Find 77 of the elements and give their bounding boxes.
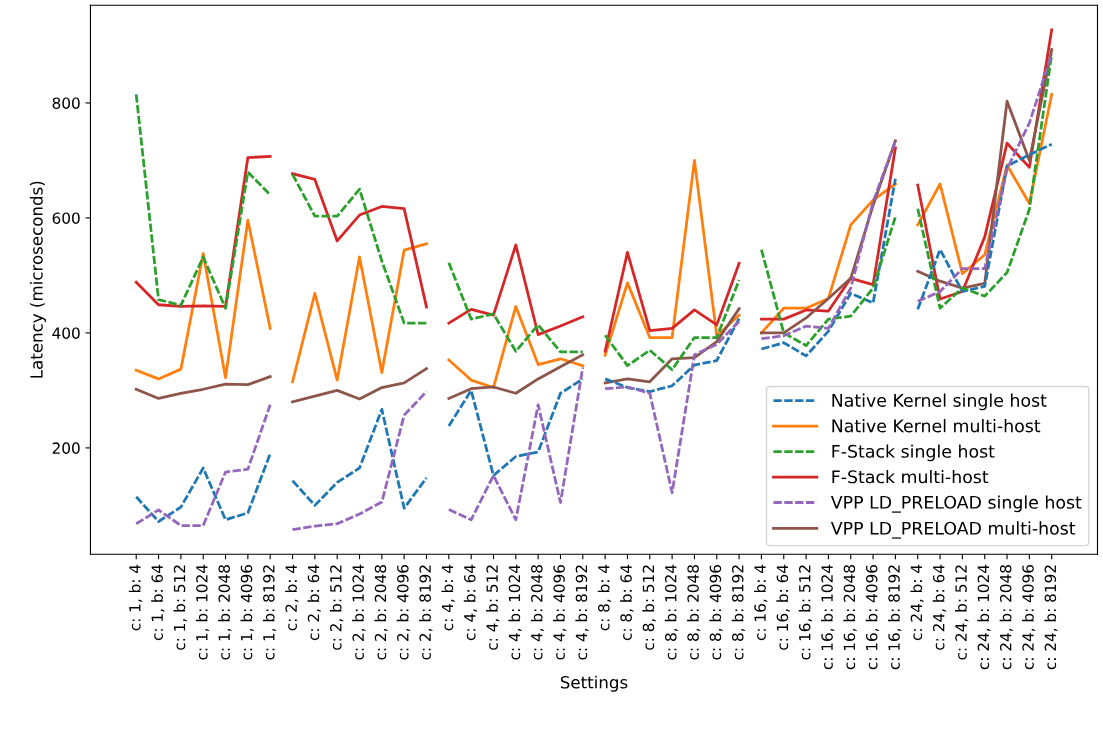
x-tick-label: c: 2, b: 512 — [329, 565, 344, 650]
x-tick-label: c: 24, b: 8192 — [1044, 565, 1058, 670]
x-tick-label: c: 24, b: 512 — [955, 565, 969, 660]
line-series — [447, 353, 585, 400]
y-tick-label: 600 — [52, 212, 80, 224]
x-tick-label: c: 2, b: 2048 — [374, 565, 388, 660]
x-tick-label: c: 4, b: 4 — [441, 564, 455, 631]
y-tick-label: 800 — [52, 97, 80, 109]
line-series — [447, 305, 585, 389]
x-tick-label: c: 16, b: 64 — [776, 564, 790, 650]
line-series — [760, 177, 897, 358]
line-series — [603, 251, 741, 353]
line-series — [291, 390, 428, 531]
line-series — [291, 242, 428, 384]
x-tick-label: c: 24, b: 1024 — [977, 564, 991, 670]
x-tick-label: c: 2, b: 4096 — [396, 564, 411, 660]
x-tick-label: c: 8, b: 512 — [642, 565, 656, 650]
line-series — [447, 243, 585, 337]
x-tick-label: c: 2, b: 1024 — [352, 564, 366, 660]
line-series — [134, 218, 272, 381]
x-tick-label: c: 4, b: 4096 — [553, 564, 567, 660]
line-series — [603, 317, 741, 393]
x-tick-label: c: 1, b: 512 — [173, 565, 187, 650]
legend-label: VPP LD_PRELOAD multi-host — [830, 521, 1076, 539]
y-axis-title: Latency (microseconds) — [29, 181, 47, 378]
legend-label: F-Stack multi-host — [832, 469, 989, 484]
x-tick-label: c: 16, b: 2048 — [843, 565, 857, 670]
line-series — [134, 403, 272, 527]
x-tick-label: c: 4, b: 2048 — [530, 565, 545, 660]
y-tick-label: 400 — [52, 327, 80, 339]
x-tick-label: c: 8, b: 64 — [620, 564, 634, 641]
line-series — [134, 92, 272, 310]
line-series — [291, 367, 428, 404]
x-tick-label: c: 8, b: 2048 — [687, 565, 701, 660]
line-series — [760, 215, 897, 347]
line-series — [134, 375, 272, 400]
line-series — [916, 142, 1054, 311]
x-tick-label: c: 1, b: 4 — [128, 564, 143, 631]
x-tick-label: c: 8, b: 8192 — [731, 565, 746, 660]
x-axis-title: Settings — [560, 675, 628, 692]
x-tick-label: c: 2, b: 4 — [285, 564, 299, 631]
x-tick-label: c: 8, b: 4 — [597, 564, 612, 631]
x-tick-label: c: 24, b: 64 — [932, 564, 947, 650]
y-tick-label: 200 — [52, 442, 80, 454]
x-tick-label: c: 4, b: 512 — [486, 565, 500, 650]
line-series — [603, 320, 741, 495]
x-tick-label: c: 8, b: 4096 — [709, 564, 723, 660]
x-tick-label: c: 2, b: 8192 — [419, 565, 433, 660]
line-series — [447, 366, 585, 522]
line-series — [447, 377, 585, 477]
x-tick-label: c: 16, b: 512 — [798, 565, 813, 660]
legend-label: F-Stack single host — [832, 444, 995, 462]
line-series — [447, 261, 585, 354]
x-tick-label: c: 8, b: 1024 — [664, 564, 679, 660]
x-tick-label: c: 1, b: 4096 — [240, 564, 254, 660]
line-series — [603, 159, 741, 357]
x-tick-label: c: 24, b: 2048 — [999, 565, 1014, 670]
x-tick-label: c: 16, b: 4096 — [865, 564, 880, 670]
x-tick-label: c: 1, b: 2048 — [218, 565, 232, 660]
x-tick-label: c: 1, b: 8192 — [262, 565, 277, 660]
legend-label: Native Kernel multi-host — [832, 418, 1041, 433]
x-tick-label: c: 1, b: 64 — [151, 564, 165, 641]
x-tick-label: c: 4, b: 1024 — [508, 564, 522, 660]
legend-label: Native Kernel single host — [832, 393, 1047, 411]
legend-label: VPP LD_PRELOAD single host — [830, 495, 1082, 513]
x-tick-label: c: 16, b: 4 — [754, 564, 768, 641]
x-tick-label: c: 24, b: 4 — [910, 564, 924, 641]
line-series — [603, 278, 741, 372]
x-tick-label: c: 24, b: 4096 — [1021, 564, 1036, 670]
x-tick-label: c: 16, b: 8192 — [888, 565, 902, 670]
x-tick-label: c: 2, b: 64 — [307, 564, 321, 641]
x-tick-label: c: 4, b: 64 — [463, 564, 478, 641]
x-tick-label: c: 16, b: 1024 — [821, 564, 835, 670]
x-tick-label: c: 1, b: 1024 — [195, 564, 210, 660]
line-series — [134, 452, 272, 523]
x-tick-label: c: 4, b: 8192 — [575, 565, 589, 660]
line-series — [291, 408, 428, 510]
